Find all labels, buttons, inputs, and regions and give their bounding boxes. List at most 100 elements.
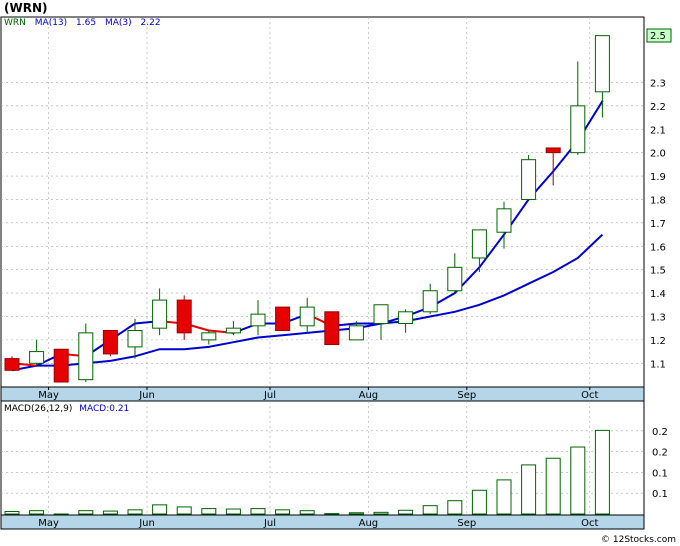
x-tick-label: Oct [581,390,598,401]
legend-ma3-label: MA(3) [105,18,132,28]
x-tick-label: May [38,390,59,401]
macd-bar [348,512,364,515]
candle-body [324,311,340,346]
candle-body [545,147,561,154]
x-tick-label: May [38,518,59,529]
candle-body [29,351,45,364]
macd-bar [447,500,463,515]
macd-bar [594,429,610,515]
macd-bar [152,504,168,515]
price-tick-label: 1.6 [650,242,666,253]
price-panel [0,16,645,388]
macd-tick-label: 0.2 [652,448,668,459]
price-tick-label: 2.0 [650,149,666,160]
candle-body [422,290,438,313]
macd-legend: MACD(26,12,9) MACD:0.21 [4,404,129,414]
macd-bar [53,513,69,515]
macd-histogram [4,429,610,515]
price-tick-label: 1.7 [650,219,666,230]
macd-tick-label: 0.1 [652,489,668,500]
candle-body [521,159,537,200]
candle-body [299,306,315,327]
candle-body [570,105,586,154]
candle-body [201,332,217,341]
macd-axis: 0.1 0.1 0.2 0.2 [652,427,668,500]
macd-bar [471,489,487,515]
x-axis-band-bottom [0,514,645,530]
price-grid [1,17,644,387]
candle-body [250,313,266,327]
price-tick-label: 1.2 [650,336,666,347]
x-tick-label: Aug [359,518,379,529]
macd-bar [299,510,315,515]
macd-legend-label: MACD(26,12,9) [4,404,72,414]
legend-ma3-value: 2.22 [141,18,161,28]
candle-body [275,306,291,332]
x-tick-label: Jul [263,518,276,529]
legend-ticker: WRN [4,18,26,28]
macd-tick-label: 0.1 [652,468,668,479]
macd-tick-label: 0.2 [652,427,668,438]
macd-bar [422,505,438,515]
macd-bar [225,508,241,515]
x-tick-label: Sep [457,518,476,529]
macd-bar [521,464,537,515]
price-tick-label: 2.2 [650,102,666,113]
macd-bar [127,509,143,515]
last-price-label: 2.5 [650,31,666,42]
price-tick-label: 1.9 [650,172,666,183]
price-tick-label: 1.1 [650,359,666,370]
macd-bar [4,511,20,515]
macd-bar [275,509,291,515]
x-axis-band-top [0,386,645,402]
candle-body [176,299,192,334]
candles [4,35,610,383]
macd-bar [398,509,414,515]
macd-bar [250,508,266,515]
candle-body [471,229,487,259]
price-axis: 1.1 1.2 1.3 1.4 1.5 1.6 1.7 1.8 1.9 2.0 2.1 2.2 2.3 [650,78,666,370]
macd-bar [29,510,45,515]
price-legend: WRN MA(13) 1.65 MA(3) 2.22 [4,18,161,28]
candle-body [594,35,610,93]
last-price-box [646,28,672,43]
price-tick-label: 2.3 [650,78,666,89]
candle-body [53,348,69,383]
candle-body [78,332,94,381]
macd-bar [176,506,192,515]
macd-bar [102,510,118,515]
candle-body [225,327,241,334]
x-tick-label: Aug [359,390,379,401]
ma13-line [11,233,604,372]
legend-ma13-value: 1.65 [76,18,96,28]
x-axis-labels-bottom: May Jun Jul Aug Sep Oct [38,518,598,529]
x-tick-label: Jun [138,518,155,529]
macd-bar [496,479,512,515]
candle-body [4,358,20,371]
candle-body [348,325,364,341]
ma3-segment [478,233,505,269]
macd-bar [373,511,389,515]
price-tick-label: 1.3 [650,312,666,323]
macd-bar [78,510,94,515]
price-tick-label: 1.8 [650,195,666,206]
macd-grid [1,401,644,515]
price-tick-label: 1.4 [650,289,666,300]
macd-bar [324,513,340,515]
x-tick-label: Sep [457,390,476,401]
price-tick-label: 1.5 [650,266,666,277]
x-tick-label: Oct [581,518,598,529]
macd-bar [545,457,561,515]
candle-body [127,330,143,348]
legend-ma13-label: MA(13) [35,18,67,28]
candle-body [398,311,414,324]
candle-body [152,299,168,329]
x-axis-labels-top: May Jun Jul Aug Sep Oct [38,387,599,401]
price-tick-label: 2.1 [650,125,666,136]
chart-title: (WRN) [4,1,48,15]
macd-legend-value: MACD:0.21 [79,404,129,414]
macd-bar [570,446,586,515]
candle-body [447,266,463,292]
x-tick-label: Jul [263,390,276,401]
